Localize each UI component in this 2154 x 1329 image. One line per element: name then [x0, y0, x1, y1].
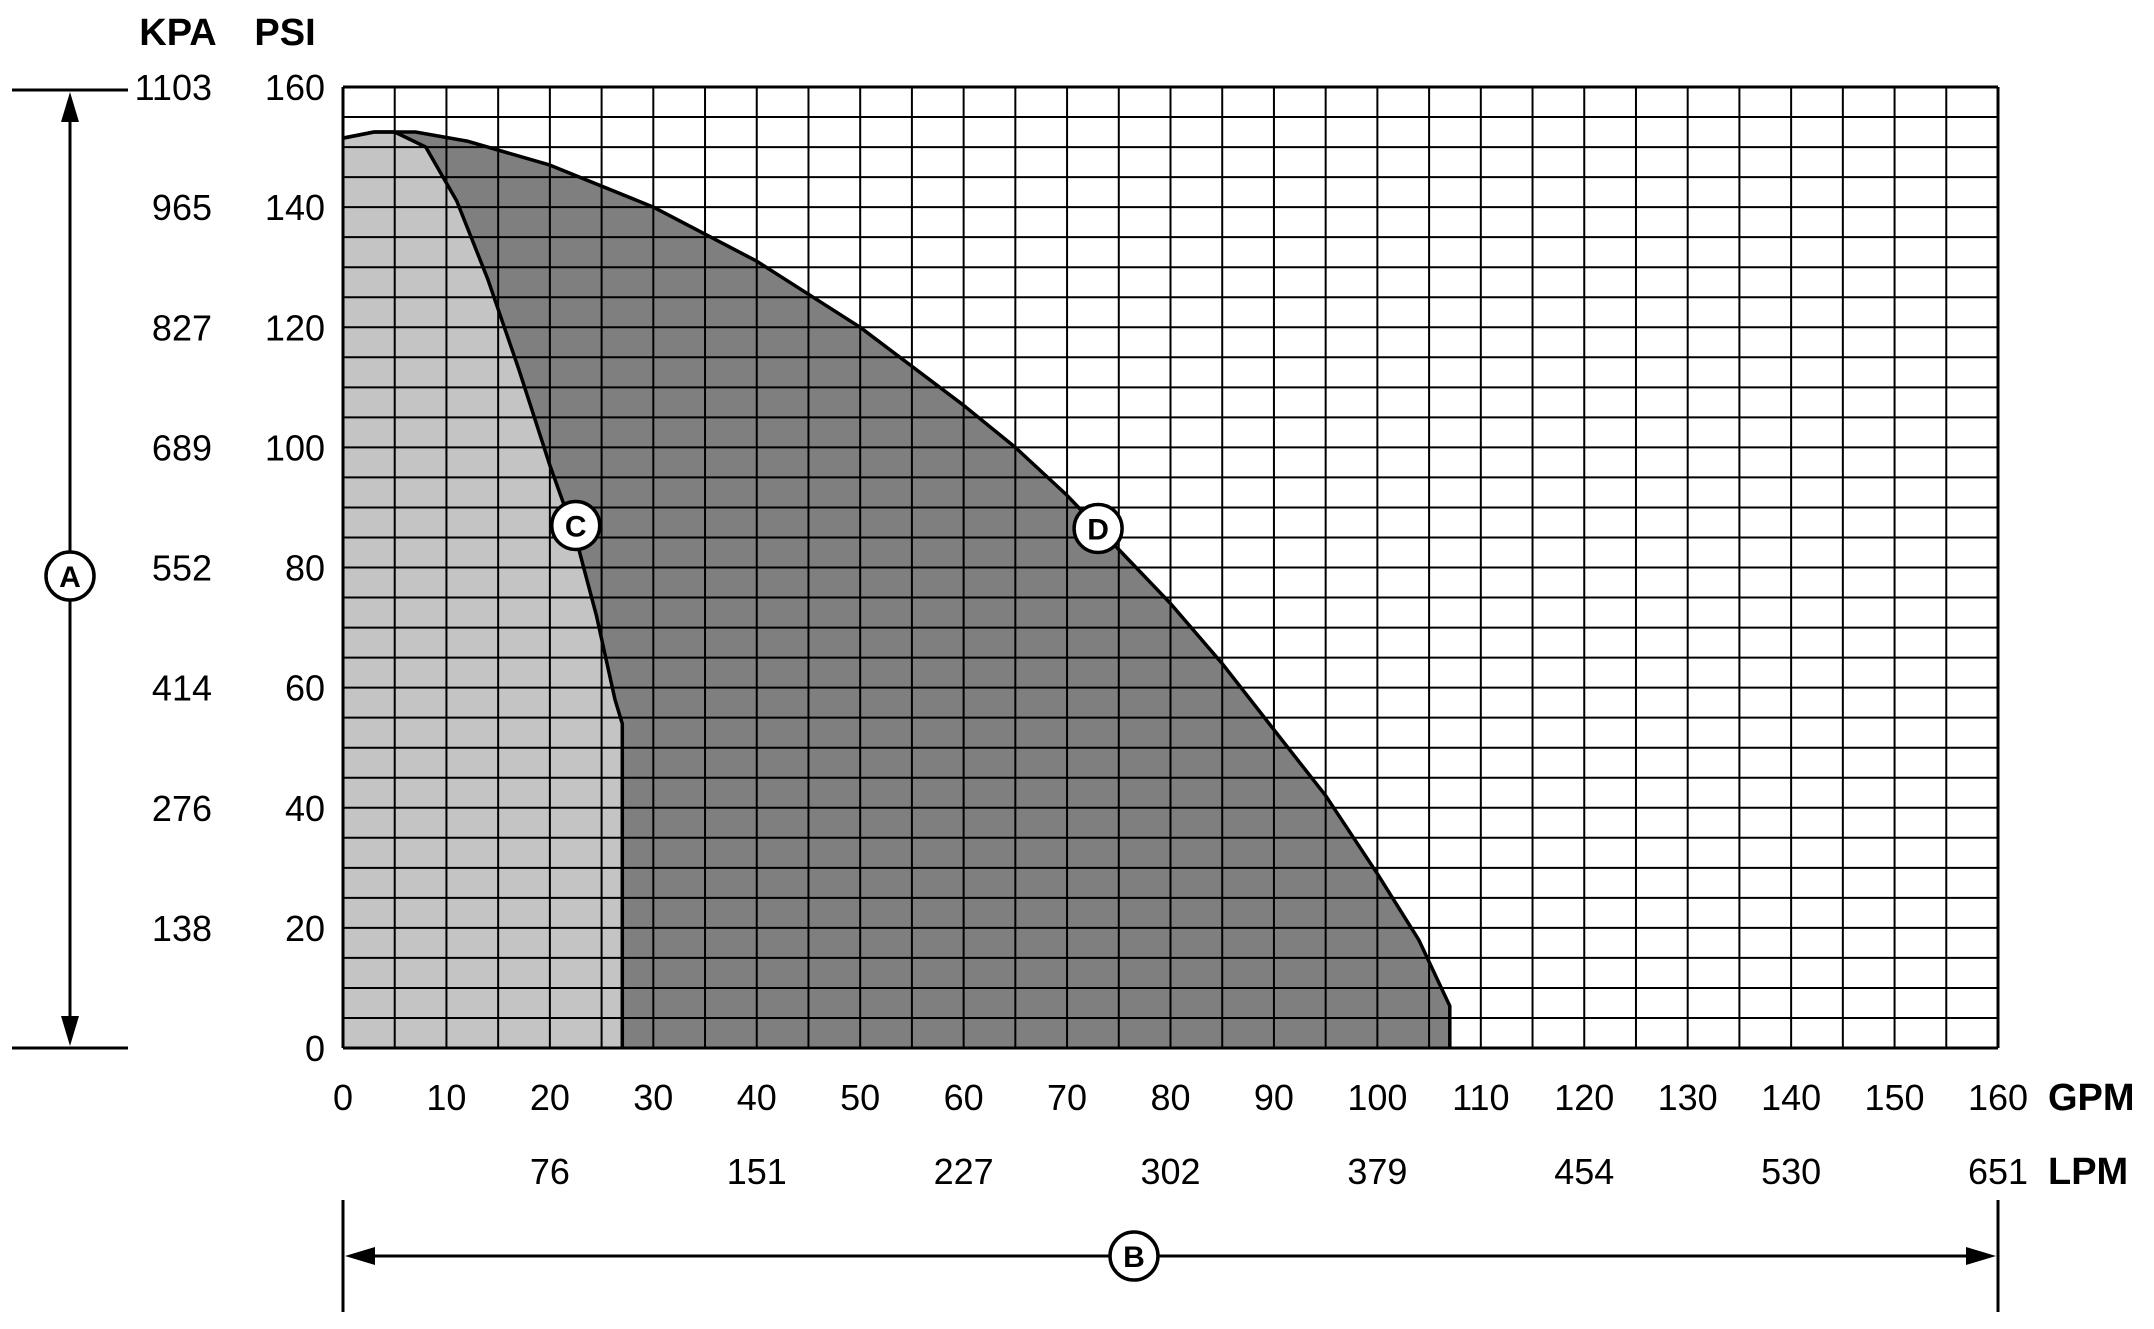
lpm-tick-label: 530 [1761, 1151, 1821, 1192]
gpm-tick-label: 0 [333, 1077, 353, 1118]
psi-tick-label: 20 [285, 908, 325, 949]
curve-d [342, 130, 1452, 1048]
dimension-a-arrow-up [61, 92, 79, 122]
marker-label: A [59, 561, 81, 594]
gpm-tick-label: 10 [426, 1077, 466, 1118]
psi-tick-label: 40 [285, 788, 325, 829]
gpm-tick-label: 110 [1452, 1077, 1509, 1118]
kpa-tick-label: 138 [152, 908, 212, 949]
gpm-tick-labels: 0 10 20 30 40 50 60 70 80 90 100 110 120 130 140 150 160 [333, 1077, 2028, 1118]
gpm-tick-label: 70 [1047, 1077, 1087, 1118]
kpa-axis-unit: KPA [139, 12, 216, 54]
dimension-a-arrow-down [61, 1016, 79, 1046]
kpa-tick-label: 827 [152, 307, 212, 348]
performance-curves [342, 130, 1452, 1048]
marker-label: D [1087, 513, 1109, 546]
lpm-tick-label: 454 [1554, 1151, 1614, 1192]
marker-a: A [44, 550, 96, 602]
curve-markers: A B C D [44, 499, 1160, 1282]
gpm-tick-label: 120 [1554, 1077, 1614, 1118]
gpm-tick-label: 100 [1347, 1077, 1407, 1118]
lpm-tick-label: 151 [727, 1151, 787, 1192]
area-c [343, 132, 623, 1048]
marker-label: C [565, 510, 587, 543]
performance-areas [343, 132, 1450, 1048]
gpm-tick-label: 50 [840, 1077, 880, 1118]
gpm-tick-label: 80 [1150, 1077, 1190, 1118]
marker-b: B [1108, 1230, 1160, 1282]
psi-tick-label: 80 [285, 548, 325, 589]
lpm-tick-label: 651 [1968, 1151, 2028, 1192]
psi-tick-label: 0 [305, 1028, 325, 1069]
psi-tick-label: 120 [265, 307, 325, 348]
kpa-tick-label: 552 [152, 548, 212, 589]
lpm-axis-unit: LPM [2048, 1151, 2128, 1193]
lpm-tick-label: 76 [530, 1151, 570, 1192]
gpm-tick-label: 30 [633, 1077, 673, 1118]
gpm-tick-label: 130 [1658, 1077, 1718, 1118]
gpm-tick-label: 20 [530, 1077, 570, 1118]
kpa-tick-label: 414 [152, 668, 212, 709]
psi-tick-label: 160 [265, 67, 325, 108]
psi-tick-label: 60 [285, 668, 325, 709]
kpa-tick-label: 276 [152, 788, 212, 829]
lpm-tick-label: 379 [1347, 1151, 1407, 1192]
lpm-tick-labels: 76 151 227 302 379 454 530 651 [530, 1151, 2028, 1192]
marker-c: C [549, 499, 602, 552]
gpm-tick-label: 140 [1761, 1077, 1821, 1118]
dimension-b-arrow-left [345, 1247, 375, 1265]
kpa-tick-label: 689 [152, 427, 212, 468]
kpa-tick-label: 1103 [135, 67, 212, 108]
kpa-tick-labels: 138 276 414 552 689 827 965 1103 [135, 67, 212, 949]
psi-tick-label: 100 [265, 427, 325, 468]
marker-label: B [1123, 1241, 1145, 1274]
dimension-b-arrow-right [1966, 1247, 1996, 1265]
gpm-tick-label: 150 [1865, 1077, 1925, 1118]
gpm-tick-label: 40 [737, 1077, 777, 1118]
gpm-axis-unit: GPM [2048, 1077, 2135, 1119]
lpm-tick-label: 302 [1140, 1151, 1200, 1192]
psi-tick-labels: 0 20 40 60 80 100 120 140 160 [265, 67, 325, 1069]
psi-tick-label: 140 [265, 187, 325, 228]
psi-axis-unit: PSI [254, 12, 315, 54]
gpm-tick-label: 90 [1254, 1077, 1294, 1118]
kpa-tick-label: 965 [152, 187, 212, 228]
gpm-tick-label: 160 [1968, 1077, 2028, 1118]
lpm-tick-label: 227 [934, 1151, 994, 1192]
gpm-tick-label: 60 [944, 1077, 984, 1118]
marker-d: D [1072, 502, 1124, 555]
